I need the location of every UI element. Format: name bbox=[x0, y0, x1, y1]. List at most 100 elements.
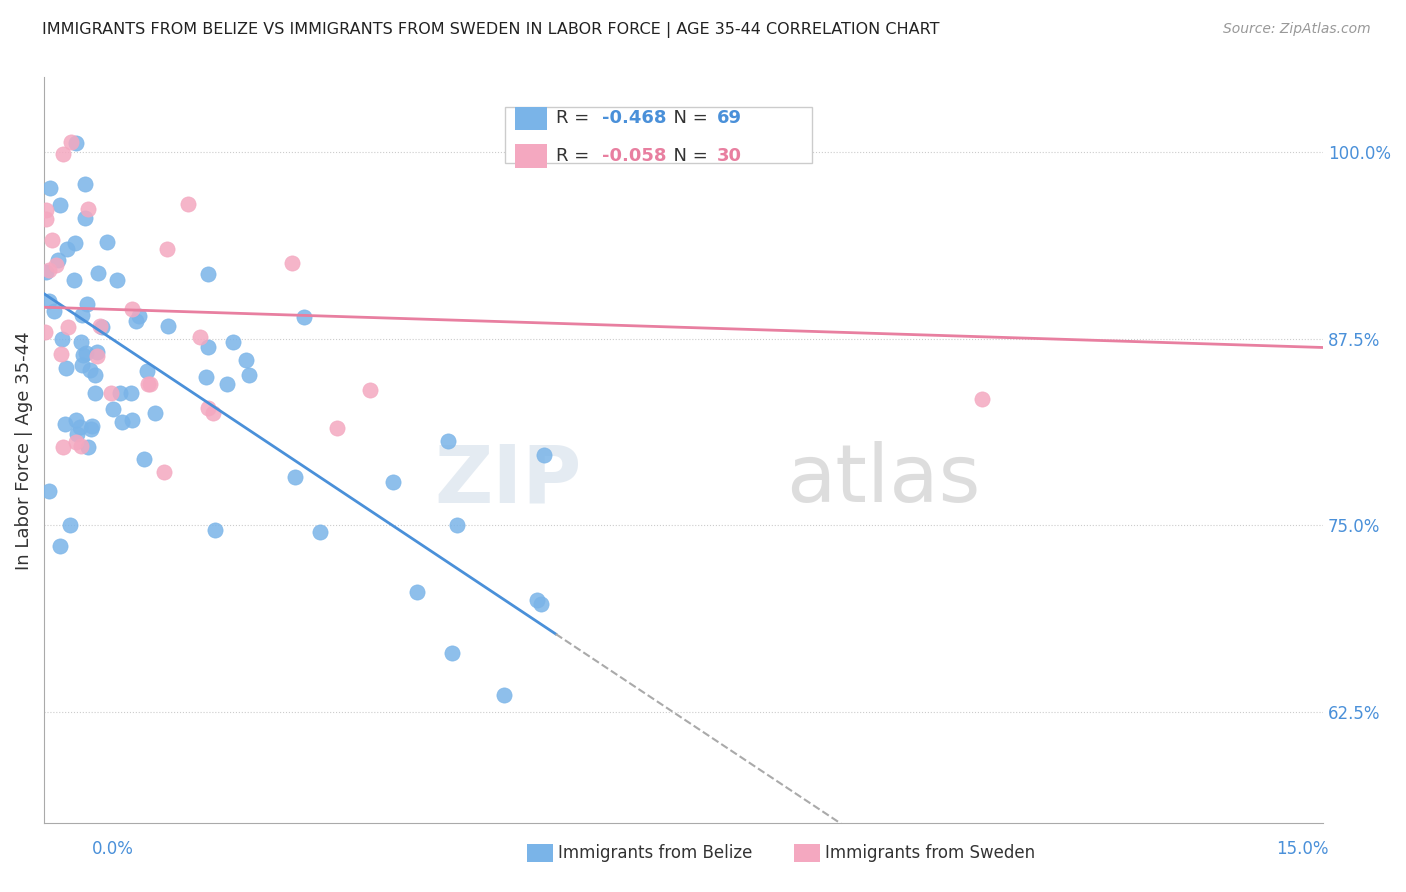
Text: -0.058: -0.058 bbox=[602, 147, 666, 165]
Point bbox=[41, 233, 63, 247]
Point bbox=[309, 525, 332, 540]
Point bbox=[38, 294, 60, 309]
Y-axis label: In Labor Force | Age 35-44: In Labor Force | Age 35-44 bbox=[15, 331, 32, 570]
Point bbox=[38, 483, 60, 498]
Point bbox=[970, 392, 993, 406]
Point bbox=[59, 518, 82, 533]
Point bbox=[42, 303, 65, 318]
Point bbox=[526, 593, 548, 607]
Point bbox=[65, 413, 87, 427]
Text: R =: R = bbox=[555, 147, 595, 165]
Point bbox=[86, 350, 108, 364]
Point bbox=[101, 402, 124, 417]
Point bbox=[204, 523, 226, 537]
Point bbox=[533, 448, 555, 462]
Text: atlas: atlas bbox=[786, 442, 980, 519]
Point bbox=[48, 197, 70, 211]
Point bbox=[446, 518, 468, 533]
Point bbox=[83, 368, 105, 382]
Point bbox=[34, 202, 56, 217]
Point bbox=[69, 439, 91, 453]
Point bbox=[529, 597, 551, 611]
Point bbox=[66, 426, 89, 441]
Point bbox=[63, 236, 86, 251]
Point bbox=[382, 475, 405, 490]
Point bbox=[46, 252, 69, 267]
Text: 30: 30 bbox=[717, 147, 742, 165]
Point bbox=[194, 369, 217, 384]
Point bbox=[121, 413, 143, 427]
Point bbox=[56, 242, 79, 256]
Point bbox=[35, 265, 58, 279]
Point bbox=[65, 136, 87, 151]
Point bbox=[55, 361, 77, 376]
Point bbox=[222, 334, 245, 349]
Text: ZIP: ZIP bbox=[434, 442, 581, 519]
Point bbox=[83, 386, 105, 401]
Text: Immigrants from Belize: Immigrants from Belize bbox=[558, 844, 752, 862]
Point bbox=[235, 353, 257, 368]
Point bbox=[132, 452, 155, 467]
Point bbox=[51, 332, 73, 346]
Point bbox=[80, 422, 103, 436]
Bar bbox=[505, 107, 811, 163]
Point bbox=[38, 263, 60, 277]
Text: N =: N = bbox=[662, 147, 713, 165]
Point bbox=[86, 344, 108, 359]
Point bbox=[45, 258, 67, 272]
Point bbox=[38, 180, 60, 194]
Point bbox=[177, 196, 200, 211]
Point bbox=[87, 267, 110, 281]
Point bbox=[153, 465, 176, 479]
Point bbox=[238, 368, 260, 383]
Point bbox=[121, 301, 143, 316]
Point bbox=[108, 386, 131, 401]
Text: Source: ZipAtlas.com: Source: ZipAtlas.com bbox=[1223, 22, 1371, 37]
Bar bbox=[515, 106, 547, 130]
Point bbox=[215, 376, 238, 391]
Point bbox=[76, 297, 98, 311]
Text: R =: R = bbox=[555, 110, 595, 128]
Point bbox=[79, 363, 101, 377]
Text: 69: 69 bbox=[717, 110, 742, 128]
Point bbox=[77, 202, 100, 216]
Text: N =: N = bbox=[662, 110, 713, 128]
Point bbox=[143, 407, 166, 421]
Point bbox=[56, 320, 79, 334]
Point bbox=[105, 273, 128, 287]
Point bbox=[492, 688, 515, 702]
Point bbox=[69, 420, 91, 434]
Point bbox=[35, 212, 58, 227]
Point bbox=[359, 383, 381, 397]
Text: IMMIGRANTS FROM BELIZE VS IMMIGRANTS FROM SWEDEN IN LABOR FORCE | AGE 35-44 CORR: IMMIGRANTS FROM BELIZE VS IMMIGRANTS FRO… bbox=[42, 22, 939, 38]
Text: -0.468: -0.468 bbox=[602, 110, 666, 128]
Point bbox=[284, 469, 307, 483]
Point bbox=[128, 309, 150, 323]
Text: Immigrants from Sweden: Immigrants from Sweden bbox=[825, 844, 1035, 862]
Point bbox=[77, 441, 100, 455]
Point bbox=[281, 256, 304, 270]
Point bbox=[100, 385, 122, 400]
Point bbox=[197, 401, 219, 416]
Point bbox=[125, 314, 148, 328]
Point bbox=[70, 359, 93, 373]
Point bbox=[65, 435, 87, 450]
Bar bbox=[515, 144, 547, 168]
Point bbox=[34, 325, 56, 339]
Point bbox=[89, 319, 111, 334]
Point bbox=[75, 177, 97, 191]
Point bbox=[96, 235, 118, 249]
Point bbox=[72, 348, 94, 362]
Point bbox=[325, 421, 347, 435]
Point bbox=[49, 539, 72, 553]
Point bbox=[139, 377, 162, 392]
Point bbox=[49, 347, 72, 361]
Point bbox=[75, 211, 97, 225]
Point bbox=[156, 242, 179, 256]
Point bbox=[436, 434, 458, 448]
Point bbox=[52, 440, 75, 454]
Point bbox=[120, 386, 142, 401]
Point bbox=[80, 419, 103, 434]
Point bbox=[75, 346, 97, 360]
Point bbox=[136, 376, 159, 391]
